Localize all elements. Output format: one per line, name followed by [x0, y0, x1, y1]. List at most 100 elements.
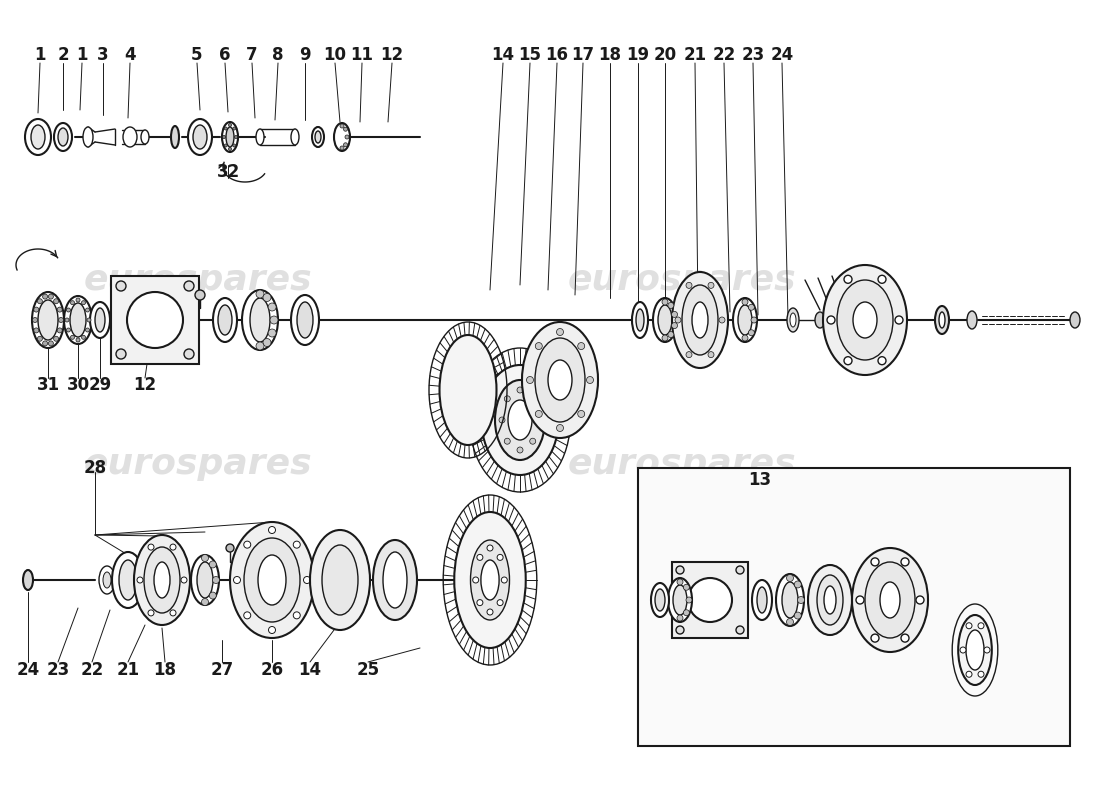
Circle shape: [343, 142, 348, 146]
Circle shape: [517, 387, 522, 393]
Ellipse shape: [658, 305, 672, 335]
Circle shape: [233, 577, 241, 583]
Ellipse shape: [95, 308, 104, 332]
Circle shape: [878, 275, 886, 283]
Ellipse shape: [790, 313, 796, 327]
Circle shape: [871, 634, 879, 642]
Ellipse shape: [170, 126, 179, 148]
Circle shape: [209, 592, 217, 599]
Circle shape: [263, 294, 271, 302]
Circle shape: [901, 558, 909, 566]
Ellipse shape: [23, 570, 33, 590]
Ellipse shape: [242, 290, 278, 350]
Text: 22: 22: [80, 661, 103, 679]
Bar: [638, 468, 1070, 746]
Ellipse shape: [197, 562, 213, 598]
Circle shape: [294, 612, 300, 619]
Circle shape: [686, 352, 692, 358]
Text: 23: 23: [46, 661, 69, 679]
Text: 2: 2: [57, 46, 69, 64]
Circle shape: [170, 544, 176, 550]
Circle shape: [502, 577, 507, 583]
Ellipse shape: [126, 292, 183, 348]
Ellipse shape: [54, 123, 72, 151]
Circle shape: [224, 127, 228, 130]
Ellipse shape: [481, 560, 499, 600]
Ellipse shape: [752, 580, 772, 620]
Ellipse shape: [154, 562, 170, 598]
Circle shape: [66, 308, 70, 312]
Circle shape: [37, 336, 43, 342]
Circle shape: [878, 357, 886, 365]
Text: 1: 1: [76, 46, 88, 64]
Ellipse shape: [222, 122, 238, 152]
Circle shape: [212, 577, 220, 583]
Ellipse shape: [632, 302, 648, 338]
Ellipse shape: [141, 130, 149, 144]
Circle shape: [517, 447, 522, 453]
Circle shape: [683, 584, 690, 590]
Ellipse shape: [258, 555, 286, 605]
Ellipse shape: [213, 298, 236, 342]
Circle shape: [966, 671, 972, 678]
Text: 11: 11: [351, 46, 374, 64]
Circle shape: [182, 577, 187, 583]
Circle shape: [675, 317, 681, 323]
Text: 15: 15: [518, 46, 541, 64]
Circle shape: [268, 626, 275, 634]
Circle shape: [719, 317, 725, 323]
Ellipse shape: [310, 530, 370, 630]
Circle shape: [294, 541, 300, 548]
Circle shape: [34, 307, 39, 312]
Ellipse shape: [548, 360, 572, 400]
Ellipse shape: [191, 555, 219, 605]
Circle shape: [504, 438, 510, 444]
Circle shape: [748, 330, 755, 336]
Ellipse shape: [782, 582, 797, 618]
Text: 5: 5: [191, 46, 202, 64]
Circle shape: [536, 410, 542, 418]
Circle shape: [966, 622, 972, 629]
Circle shape: [708, 282, 714, 288]
Circle shape: [270, 316, 278, 324]
Ellipse shape: [738, 305, 752, 335]
Circle shape: [668, 331, 674, 338]
Circle shape: [748, 304, 755, 310]
Circle shape: [960, 647, 966, 653]
Circle shape: [751, 317, 757, 323]
Circle shape: [984, 647, 990, 653]
Circle shape: [345, 135, 349, 139]
Ellipse shape: [218, 305, 232, 335]
Text: 26: 26: [261, 661, 284, 679]
Circle shape: [54, 336, 58, 342]
Ellipse shape: [90, 302, 110, 338]
Circle shape: [736, 566, 744, 574]
Circle shape: [34, 328, 39, 333]
Text: 17: 17: [571, 46, 595, 64]
Ellipse shape: [70, 303, 86, 337]
Ellipse shape: [119, 560, 138, 600]
Text: 21: 21: [117, 661, 140, 679]
Ellipse shape: [852, 302, 877, 338]
Circle shape: [557, 425, 563, 431]
Text: 18: 18: [598, 46, 622, 64]
Circle shape: [170, 610, 176, 616]
Circle shape: [70, 301, 75, 305]
Ellipse shape: [292, 295, 319, 345]
Ellipse shape: [256, 129, 264, 145]
Text: 24: 24: [16, 661, 40, 679]
Circle shape: [844, 357, 852, 365]
Circle shape: [916, 596, 924, 604]
Ellipse shape: [103, 572, 111, 588]
Circle shape: [676, 626, 684, 634]
Circle shape: [497, 554, 503, 560]
Circle shape: [683, 610, 690, 616]
Ellipse shape: [230, 522, 313, 638]
Ellipse shape: [668, 578, 692, 622]
Circle shape: [234, 135, 238, 138]
Ellipse shape: [692, 302, 708, 338]
Ellipse shape: [823, 265, 907, 375]
Circle shape: [535, 417, 541, 423]
Circle shape: [895, 316, 903, 324]
Text: 8: 8: [273, 46, 284, 64]
